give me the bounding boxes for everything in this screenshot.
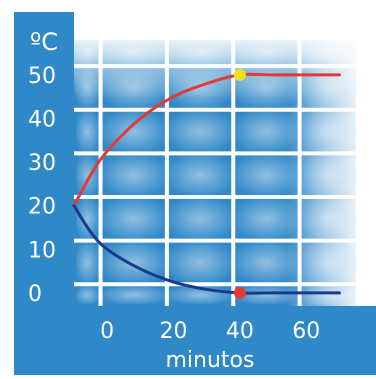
- x-tick-label: 0: [100, 319, 114, 344]
- y-tick-label: 50: [28, 64, 56, 89]
- series-marker-2: [233, 286, 246, 299]
- x-tick-labels: 0 20 40 60: [100, 319, 320, 344]
- series-line-1: [72, 72, 341, 208]
- y-tick-label: 10: [28, 238, 56, 263]
- series-marker-1: [233, 68, 246, 81]
- series-line-2: [72, 204, 341, 295]
- x-tick-label: 40: [226, 319, 254, 344]
- series-lines: [72, 72, 341, 295]
- y-axis-title: ºC: [30, 28, 58, 56]
- y-tick-label: 0: [28, 282, 42, 307]
- x-tick-label: 20: [160, 319, 188, 344]
- axis-panel-bottom: [14, 306, 376, 375]
- x-axis-title: minutos: [166, 348, 255, 373]
- y-tick-label: 20: [28, 195, 56, 220]
- grid-lines: [74, 40, 356, 306]
- plot-fade-top: [74, 40, 356, 306]
- y-tick-labels: 0 10 20 30 40 50: [28, 64, 56, 307]
- y-tick-label: 30: [28, 151, 56, 176]
- y-tick-label: 40: [28, 107, 56, 132]
- series-markers: [233, 68, 246, 299]
- x-tick-label: 60: [292, 319, 320, 344]
